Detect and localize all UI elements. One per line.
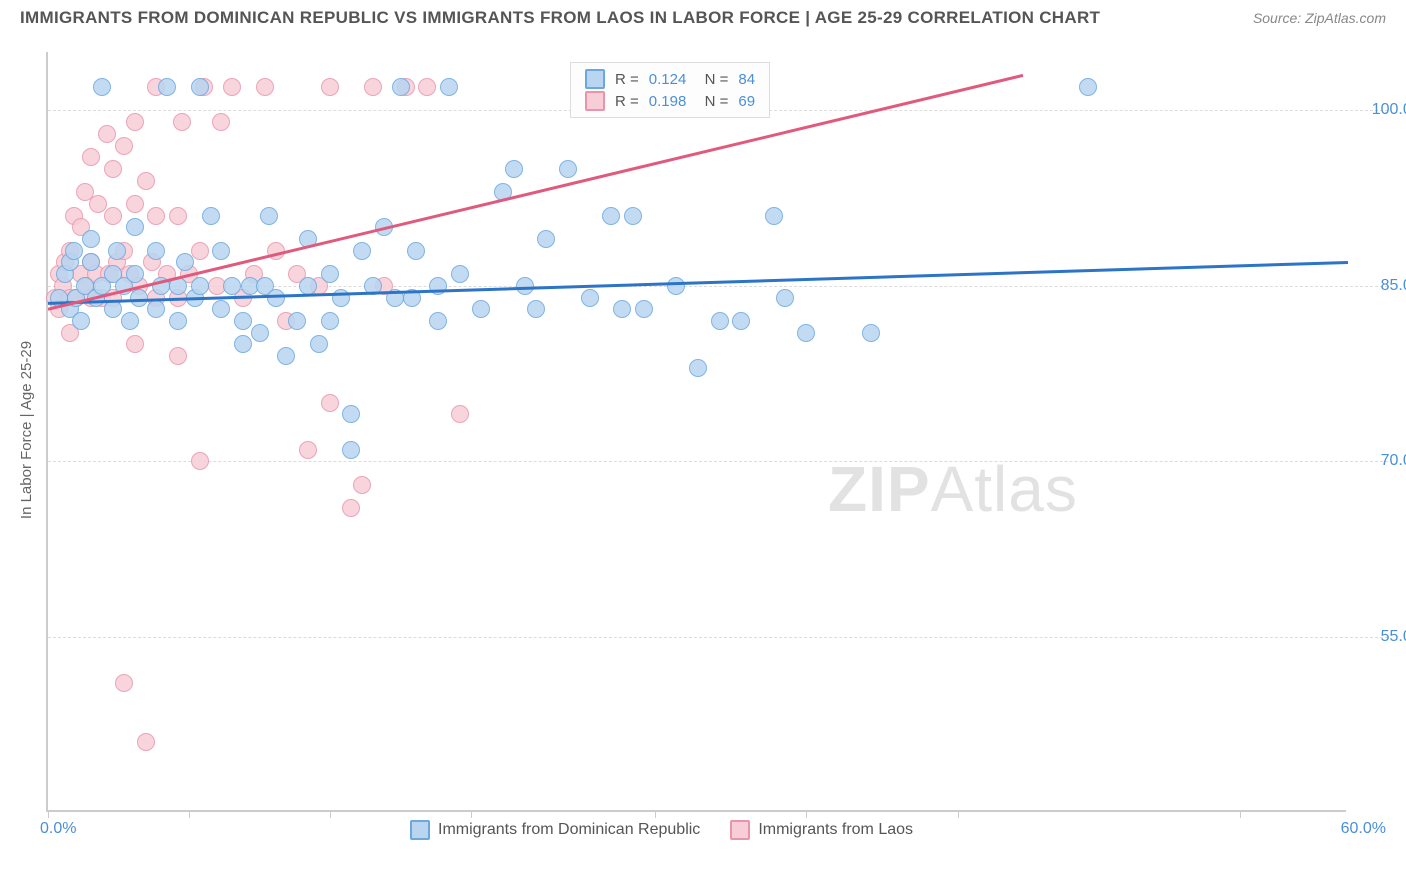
stat-r-1: 0.124: [649, 71, 687, 88]
stat-label: R =: [615, 93, 639, 110]
trendlines: [48, 52, 1348, 812]
y-tick-label: 55.0%: [1366, 628, 1406, 646]
legend-stats-row-2: R = 0.198 N = 69: [585, 91, 755, 111]
legend-item-1: Immigrants from Dominican Republic: [410, 820, 700, 840]
swatch-series-2: [730, 820, 750, 840]
x-axis-min: 0.0%: [40, 820, 76, 838]
y-tick-label: 100.0%: [1366, 101, 1406, 119]
legend-stats-row-1: R = 0.124 N = 84: [585, 69, 755, 89]
plot-wrap: ZIPAtlas 55.0%70.0%85.0%100.0%: [46, 52, 1386, 812]
legend-stats: R = 0.124 N = 84 R = 0.198 N = 69: [570, 62, 770, 118]
y-tick-label: 85.0%: [1366, 277, 1406, 295]
chart-title: IMMIGRANTS FROM DOMINICAN REPUBLIC VS IM…: [20, 8, 1100, 28]
swatch-series-1: [585, 69, 605, 89]
y-axis-title: In Labor Force | Age 25-29: [18, 341, 35, 519]
source-attribution: Source: ZipAtlas.com: [1253, 10, 1386, 26]
swatch-series-2: [585, 91, 605, 111]
series-2-label: Immigrants from Laos: [758, 821, 913, 839]
y-tick-label: 70.0%: [1366, 452, 1406, 470]
legend-series: Immigrants from Dominican Republic Immig…: [410, 820, 913, 840]
trendline: [48, 262, 1348, 303]
stat-r-2: 0.198: [649, 93, 687, 110]
stat-n-1: 84: [738, 71, 755, 88]
stat-label: R =: [615, 71, 639, 88]
scatter-plot: ZIPAtlas: [46, 52, 1346, 812]
stat-n-2: 69: [738, 93, 755, 110]
stat-label: N =: [696, 71, 728, 88]
series-1-label: Immigrants from Dominican Republic: [438, 821, 700, 839]
stat-label: N =: [696, 93, 728, 110]
legend-item-2: Immigrants from Laos: [730, 820, 913, 840]
trendline: [48, 75, 1023, 309]
x-axis-max: 60.0%: [1341, 820, 1386, 838]
swatch-series-1: [410, 820, 430, 840]
